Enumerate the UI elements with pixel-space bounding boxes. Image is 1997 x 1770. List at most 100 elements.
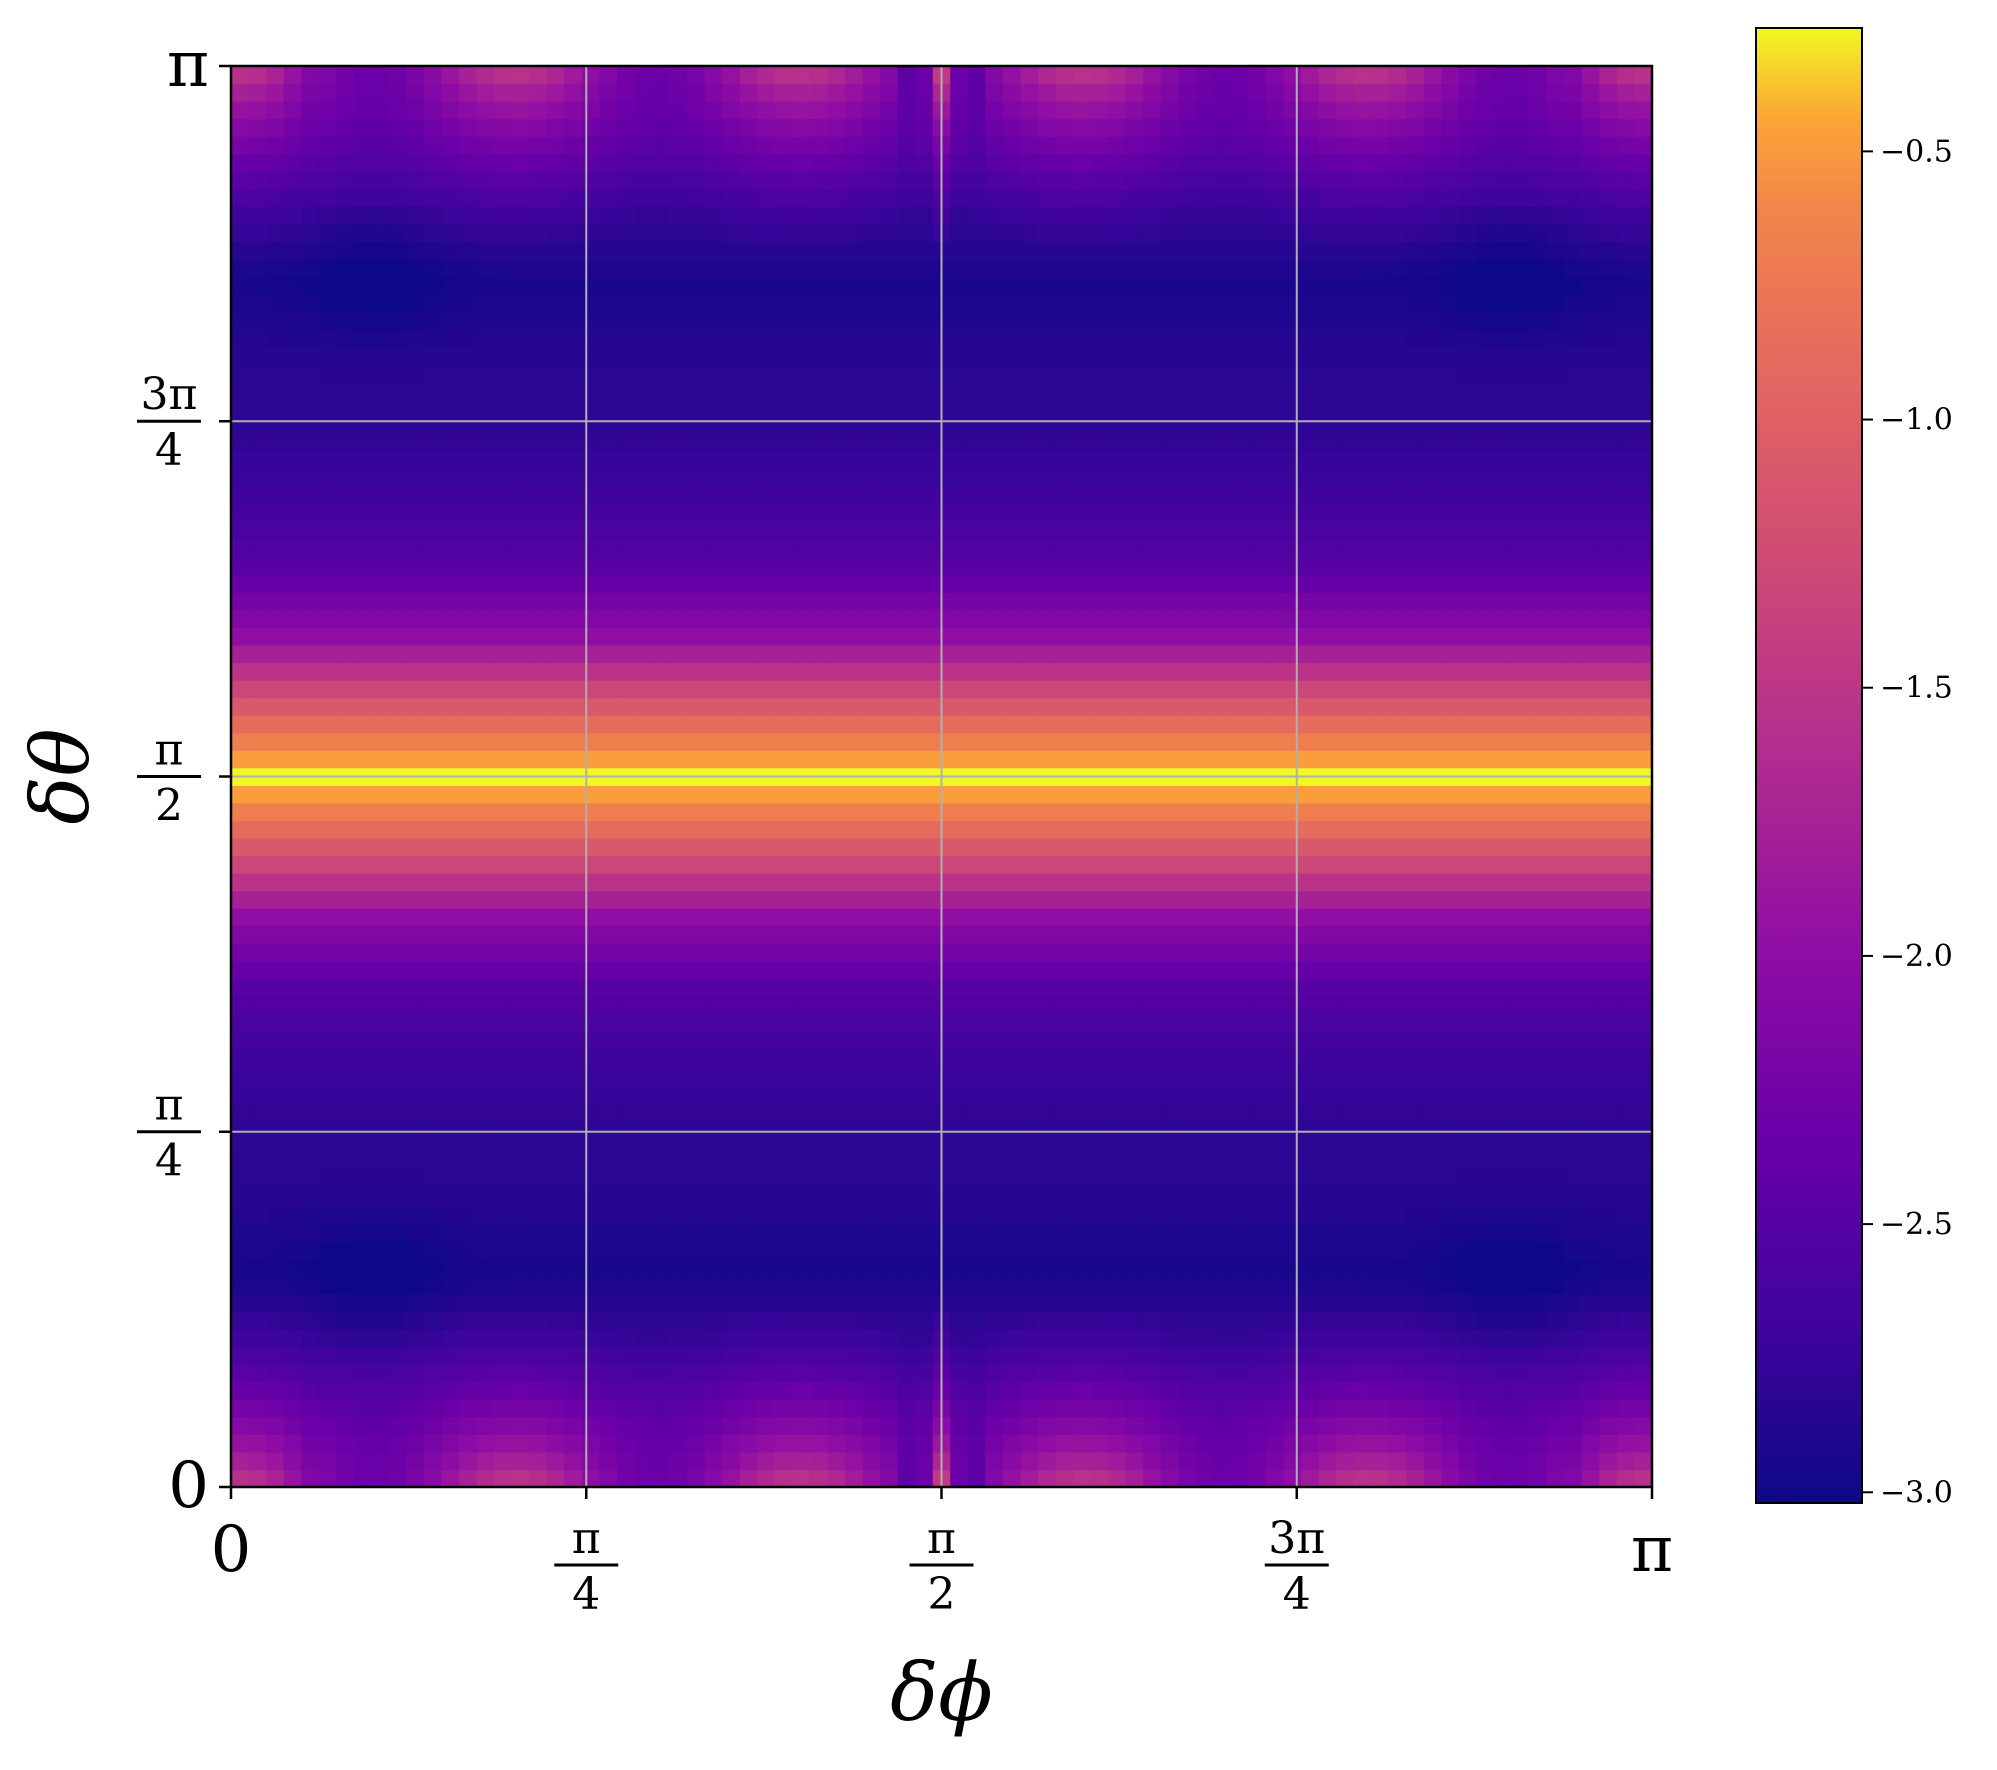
heatmap-cell	[266, 1083, 285, 1102]
heatmap-cell	[1266, 1048, 1285, 1067]
heatmap-cell	[546, 890, 565, 909]
heatmap-cell	[511, 504, 530, 523]
heatmap-cell	[1599, 662, 1618, 681]
heatmap-cell	[1213, 504, 1232, 523]
heatmap-cell	[546, 732, 565, 751]
heatmap-cell	[371, 1469, 390, 1488]
heatmap-cell	[880, 785, 899, 804]
heatmap-cell	[1336, 504, 1355, 523]
heatmap-cell	[1055, 680, 1074, 699]
heatmap-cell	[546, 644, 565, 664]
heatmap-cell	[511, 1013, 530, 1032]
heatmap-cell	[1616, 627, 1636, 646]
heatmap-cell	[371, 1451, 390, 1471]
heatmap-cell	[1388, 557, 1407, 576]
heatmap-cell	[494, 1241, 513, 1260]
heatmap-cell	[616, 1381, 636, 1400]
heatmap-cell	[511, 1136, 530, 1155]
heatmap-cell	[1459, 697, 1478, 716]
heatmap-cell	[774, 557, 793, 576]
heatmap-cell	[915, 469, 934, 488]
heatmap-cell	[1564, 434, 1583, 453]
heatmap-cell	[1125, 785, 1144, 804]
heatmap-cell	[915, 1118, 934, 1137]
heatmap-cell	[1213, 890, 1232, 909]
heatmap-cell	[406, 837, 425, 857]
heatmap-cell	[1195, 872, 1215, 892]
heatmap-cell	[1143, 574, 1162, 593]
heatmap-cell	[529, 802, 548, 821]
heatmap-cell	[1283, 715, 1302, 734]
heatmap-cell	[1143, 1241, 1162, 1260]
heatmap-cell	[862, 1013, 881, 1032]
heatmap-cell	[1213, 1451, 1232, 1471]
heatmap-cell	[459, 995, 478, 1014]
heatmap-cell	[985, 1241, 1004, 1260]
heatmap-cell	[1441, 539, 1460, 558]
heatmap-cell	[353, 750, 372, 769]
heatmap-cell	[283, 1188, 302, 1207]
heatmap-cell	[1634, 802, 1653, 821]
heatmap-cell	[687, 715, 706, 734]
heatmap-cell	[1546, 890, 1565, 909]
heatmap-cell	[809, 1241, 829, 1260]
heatmap-cell	[1388, 750, 1407, 769]
heatmap-cell	[1020, 925, 1039, 944]
heatmap-cell	[231, 820, 250, 839]
heatmap-cell	[669, 1101, 688, 1120]
heatmap-cell	[704, 960, 723, 979]
heatmap-cell	[616, 1013, 636, 1032]
heatmap-cell	[1406, 1013, 1425, 1032]
heatmap-cell	[1423, 960, 1443, 979]
heatmap-cell	[687, 872, 706, 892]
heatmap-cell	[1634, 1206, 1653, 1225]
heatmap-cell	[1494, 487, 1513, 506]
heatmap-cell	[1301, 715, 1320, 734]
heatmap-cell	[1581, 609, 1600, 628]
heatmap-cell	[371, 925, 390, 944]
heatmap-cell	[1441, 872, 1460, 892]
heatmap-cell	[494, 732, 513, 751]
heatmap-cell	[1125, 1136, 1144, 1155]
heatmap-cell	[1143, 855, 1162, 874]
heatmap-cell	[862, 978, 881, 997]
heatmap-cell	[1266, 539, 1285, 558]
heatmap-cell	[371, 1399, 390, 1418]
heatmap-cell	[1108, 1101, 1127, 1120]
heatmap-cell	[915, 1294, 934, 1313]
heatmap-cell	[809, 1276, 829, 1295]
heatmap-cell	[1090, 995, 1109, 1014]
heatmap-cell	[1388, 1241, 1407, 1260]
heatmap-cell	[687, 451, 706, 471]
heatmap-cell	[318, 872, 337, 892]
heatmap-cell	[739, 1118, 758, 1137]
heatmap-cell	[336, 715, 355, 734]
heatmap-cell	[1037, 925, 1057, 944]
heatmap-cell	[318, 995, 337, 1014]
heatmap-cell	[1283, 1451, 1302, 1471]
heatmap-cell	[827, 1223, 846, 1242]
heatmap-cell	[722, 1153, 741, 1172]
heatmap-cell	[1511, 1451, 1530, 1471]
heatmap-cell	[862, 1206, 881, 1225]
heatmap-cell	[1546, 750, 1565, 769]
heatmap-cell	[1248, 627, 1267, 646]
heatmap-cell	[546, 785, 565, 804]
heatmap-cell	[634, 1118, 653, 1137]
heatmap-cell	[985, 1416, 1004, 1435]
heatmap-cell	[1336, 1399, 1355, 1418]
heatmap-cell	[616, 1258, 636, 1278]
heatmap-cell	[880, 592, 899, 611]
heatmap-cell	[1283, 925, 1302, 944]
heatmap-cell	[704, 1013, 723, 1032]
heatmap-cell	[1616, 1206, 1636, 1225]
heatmap-cell	[757, 434, 776, 453]
heatmap-cell	[1318, 1416, 1337, 1435]
heatmap-cell	[1055, 399, 1074, 418]
heatmap-cell	[616, 539, 636, 558]
heatmap-cell	[1037, 644, 1057, 664]
heatmap-cell	[423, 908, 443, 927]
heatmap-cell	[1178, 592, 1197, 611]
heatmap-cell	[1266, 750, 1285, 769]
heatmap-cell	[704, 1188, 723, 1207]
